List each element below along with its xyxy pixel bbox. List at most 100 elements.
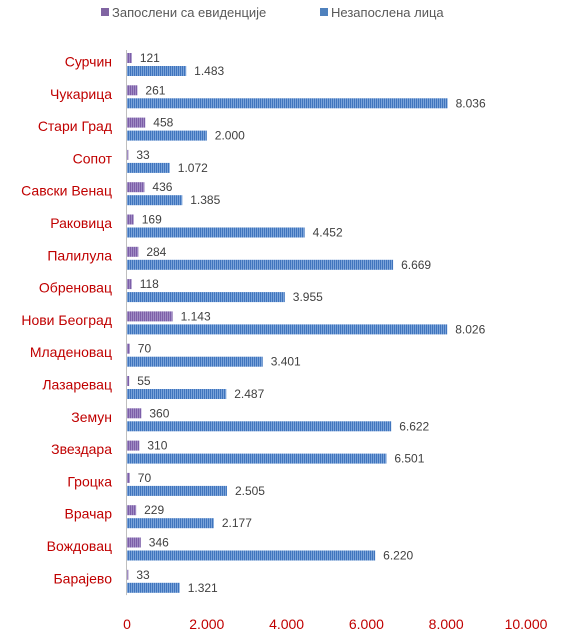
bar-unemployed bbox=[127, 550, 376, 561]
data-label: 1.321 bbox=[188, 581, 218, 595]
data-label: 2.487 bbox=[234, 387, 264, 401]
data-label: 70 bbox=[138, 342, 152, 356]
bar-unemployed bbox=[127, 453, 387, 464]
legend: Запослени са евиденције Незапослена лица bbox=[101, 5, 444, 20]
bar-unemployed bbox=[127, 130, 207, 141]
bar-unemployed bbox=[127, 421, 392, 432]
category-label: Младеновац bbox=[30, 344, 112, 360]
data-label: 284 bbox=[146, 245, 166, 259]
legend-label-1: Запослени са евиденције bbox=[112, 5, 266, 20]
data-label: 33 bbox=[136, 568, 150, 582]
category-label: Раковица bbox=[50, 215, 112, 231]
bar-unemployed bbox=[127, 259, 394, 270]
category-label: Чукарица bbox=[50, 86, 112, 102]
bar-employed bbox=[127, 505, 137, 516]
bar-employed bbox=[127, 214, 134, 225]
category-labels: Сурчин Чукарица Стари Град Сопот Савски Вена… bbox=[21, 54, 112, 587]
category-label: Лазаревац bbox=[42, 377, 112, 393]
legend-swatch-2 bbox=[320, 8, 328, 16]
bar-employed bbox=[127, 182, 145, 193]
bar-unemployed bbox=[127, 356, 263, 367]
category-label: Гроцка bbox=[67, 473, 112, 489]
data-label: 121 bbox=[140, 51, 160, 65]
data-label: 346 bbox=[149, 536, 169, 550]
data-label: 6.220 bbox=[383, 549, 413, 563]
bar-employed bbox=[127, 117, 146, 128]
category-label: Сопот bbox=[73, 150, 113, 166]
data-label: 55 bbox=[137, 374, 151, 388]
bar-employed bbox=[127, 376, 130, 386]
x-tick-label: 0 bbox=[123, 616, 131, 632]
category-label: Нови Београд bbox=[21, 312, 112, 328]
category-label: Барајево bbox=[53, 570, 112, 586]
data-label: 6.501 bbox=[394, 452, 424, 466]
category-label: Стари Град bbox=[38, 118, 112, 134]
value-labels: 121 1.483 261 8.036 458 2.000 33 1.072 436 1.385 1… bbox=[136, 51, 486, 595]
data-label: 118 bbox=[140, 277, 159, 291]
bar-employed bbox=[127, 440, 140, 451]
x-tick-label: 6.000 bbox=[349, 616, 384, 632]
data-label: 8.036 bbox=[456, 96, 486, 110]
data-label: 2.505 bbox=[235, 484, 265, 498]
data-label: 261 bbox=[145, 83, 165, 97]
data-label: 229 bbox=[144, 503, 164, 517]
data-label: 458 bbox=[153, 116, 173, 130]
bar-employed bbox=[127, 311, 173, 322]
bar-unemployed bbox=[127, 292, 285, 303]
data-label: 2.177 bbox=[222, 516, 252, 530]
data-label: 4.452 bbox=[313, 226, 343, 240]
bar-unemployed bbox=[127, 389, 227, 399]
bar-unemployed bbox=[127, 485, 227, 496]
bar-unemployed bbox=[127, 66, 187, 76]
data-label: 3.955 bbox=[293, 290, 323, 304]
bar-employed bbox=[127, 149, 129, 160]
bar-unemployed bbox=[127, 162, 170, 173]
category-label: Врачар bbox=[65, 506, 113, 522]
data-label: 2.000 bbox=[215, 129, 245, 143]
x-tick-label: 10.000 bbox=[505, 616, 548, 632]
bar-employed bbox=[127, 569, 129, 580]
bar-unemployed bbox=[127, 227, 305, 238]
data-label: 436 bbox=[152, 180, 172, 194]
bar-employed bbox=[127, 85, 138, 96]
category-label: Палилула bbox=[47, 247, 112, 263]
data-label: 3.401 bbox=[271, 355, 301, 369]
bar-employed bbox=[127, 246, 139, 257]
bar-employed bbox=[127, 343, 130, 354]
legend-label-2: Незапослена лица bbox=[331, 5, 444, 20]
x-tick-label: 8.000 bbox=[429, 616, 464, 632]
x-tick-labels: 0 2.000 4.000 6.000 8.000 10.000 bbox=[123, 616, 548, 632]
data-label: 6.622 bbox=[399, 419, 429, 433]
data-label: 1.143 bbox=[181, 309, 211, 323]
data-label: 1.072 bbox=[178, 161, 208, 175]
bar-employed bbox=[127, 408, 142, 419]
bar-unemployed bbox=[127, 195, 183, 206]
category-label: Звездара bbox=[51, 441, 112, 457]
bar-unemployed bbox=[127, 324, 448, 335]
data-label: 33 bbox=[136, 148, 150, 162]
bar-unemployed bbox=[127, 582, 180, 593]
bar-employed bbox=[127, 472, 130, 483]
category-label: Савски Венац bbox=[21, 183, 112, 199]
data-label: 1.385 bbox=[190, 193, 220, 207]
data-label: 169 bbox=[142, 213, 162, 227]
category-label: Обреновац bbox=[39, 280, 112, 296]
category-label: Вождовац bbox=[47, 538, 112, 554]
data-label: 360 bbox=[149, 406, 169, 420]
x-tick-label: 2.000 bbox=[189, 616, 224, 632]
data-label: 310 bbox=[147, 439, 167, 453]
data-label: 8.026 bbox=[455, 322, 485, 336]
data-label: 6.669 bbox=[401, 258, 431, 272]
bar-unemployed bbox=[127, 98, 448, 109]
bar-unemployed bbox=[127, 518, 214, 529]
category-label: Земун bbox=[71, 409, 112, 425]
bar-employed bbox=[127, 53, 132, 63]
x-tick-label: 4.000 bbox=[269, 616, 304, 632]
bar-employed bbox=[127, 537, 141, 548]
bars bbox=[127, 53, 448, 593]
bar-employed bbox=[127, 279, 132, 290]
legend-swatch-1 bbox=[101, 8, 109, 16]
data-label: 1.483 bbox=[194, 64, 224, 78]
category-label: Сурчин bbox=[65, 54, 112, 70]
